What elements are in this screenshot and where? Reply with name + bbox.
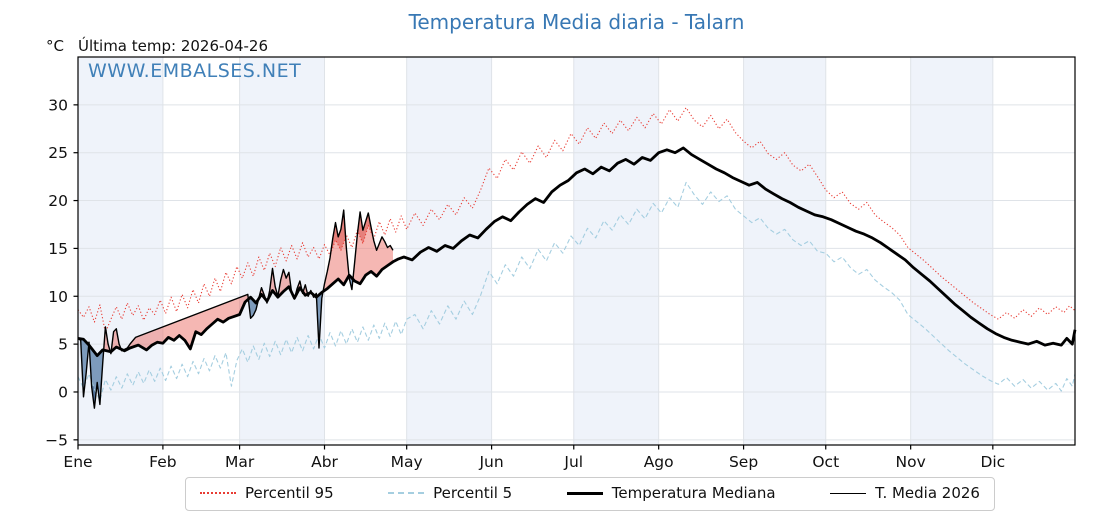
legend-item-percentil-5: Percentil 5 (388, 484, 512, 502)
y-unit-label: °C (46, 37, 64, 55)
x-tick-label: Feb (149, 453, 176, 471)
month-band (910, 57, 993, 445)
x-tick-label: Dic (980, 453, 1005, 471)
fill-above-temperatura-mediana (123, 294, 248, 351)
x-tick-label: May (391, 453, 423, 471)
x-tick-label: Ago (644, 453, 674, 471)
month-band (406, 57, 492, 445)
temperatura-mediana-line (77, 146, 1077, 357)
last-temp-annotation: Última temp: 2026-04-26 (78, 37, 269, 55)
month-band (573, 57, 659, 445)
x-tick-label: Mar (225, 453, 255, 471)
x-tick-label: Oct (812, 453, 839, 471)
legend-item-mediana: Temperatura Mediana (566, 484, 776, 502)
percentil-95-line-sample-icon (200, 492, 236, 494)
temperature-chart-page: { "header": { "title": "Temperatura Medi… (45, 10, 1077, 511)
y-tick-label: 25 (48, 144, 68, 162)
legend-label: Percentil 95 (245, 484, 334, 502)
y-tick-label: −5 (45, 431, 68, 449)
legend-item-percentil-95: Percentil 95 (200, 484, 334, 502)
fill-below-temperatura-mediana (78, 338, 89, 397)
month-band (78, 57, 163, 445)
chart-legend: Percentil 95 Percentil 5 Temperatura Med… (185, 477, 995, 511)
chart-title: Temperatura Media diaria - Talarn (408, 10, 745, 34)
fill-above-percentil-95 (331, 210, 346, 253)
x-tick-label: Jul (563, 453, 583, 471)
y-tick-label: 5 (58, 336, 68, 354)
x-tick-label: Abr (311, 453, 338, 471)
y-tick-label: 10 (48, 288, 68, 306)
legend-label: Percentil 5 (433, 484, 513, 502)
y-tick-label: 20 (48, 192, 68, 210)
legend-item-t-media-2026: T. Media 2026 (830, 484, 980, 502)
month-band (743, 57, 826, 445)
y-tick-label: 15 (48, 240, 68, 258)
legend-label: T. Media 2026 (875, 484, 980, 502)
chart-canvas: −5 0 5 10 15 20 25 30 Ene Feb Mar Abr May Jun Jul Ago Se… (45, 56, 1077, 471)
x-tick-label: Ene (63, 453, 92, 471)
fill-below-temperatura-mediana (316, 291, 323, 348)
t-media-2026-line (77, 209, 394, 409)
x-tick-label: Sep (729, 453, 758, 471)
x-tick-label: Nov (896, 453, 926, 471)
percentil-5-line (77, 181, 1076, 402)
y-tick-label: 0 (58, 383, 68, 401)
legend-label: Temperatura Mediana (611, 484, 776, 502)
y-tick-label: 30 (48, 96, 68, 114)
fill-above-temperatura-mediana (323, 210, 349, 292)
plot-border (77, 56, 1076, 446)
x-tick-label: Jun (478, 453, 503, 471)
fill-below-temperatura-mediana (248, 297, 259, 319)
mediana-line-sample-icon (566, 491, 603, 495)
percentil-5-line-sample-icon (388, 492, 425, 494)
watermark-text: WWW.EMBALSES.NET (88, 60, 302, 82)
t-media-2026-line-sample-icon (830, 492, 867, 494)
